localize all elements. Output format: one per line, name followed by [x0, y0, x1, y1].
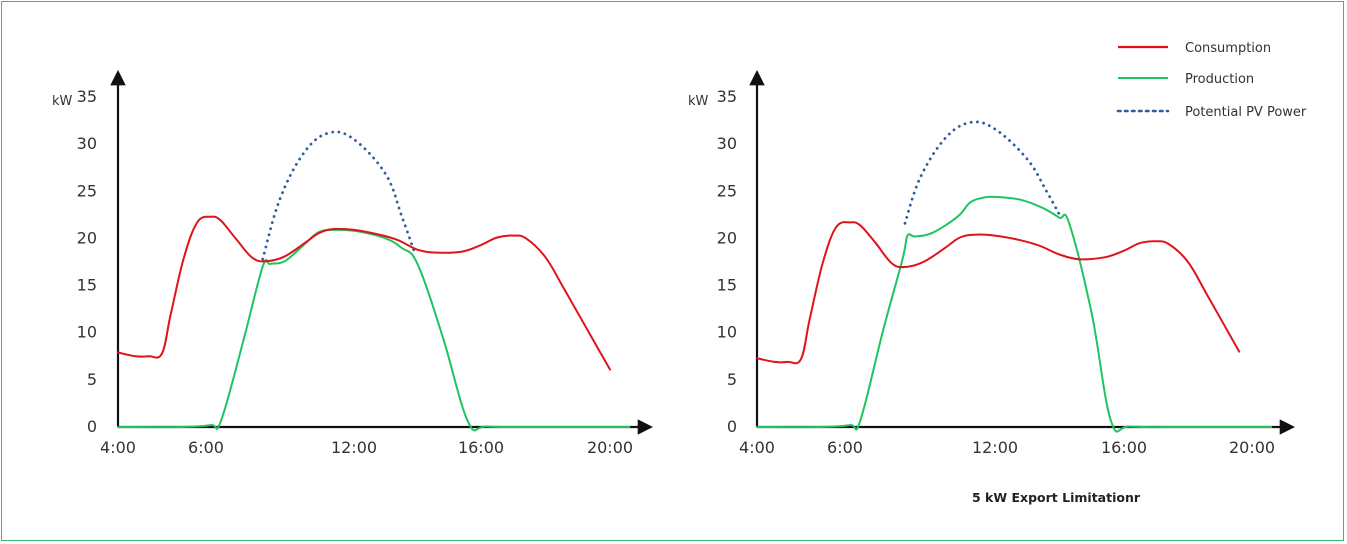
x-tick-label: 20:00: [587, 438, 633, 457]
chart-caption: 5 kW Export Limitationr: [972, 490, 1141, 505]
x-tick-label: 16:00: [458, 438, 504, 457]
x-tick-label: 6:00: [827, 438, 863, 457]
y-tick-label: 30: [717, 134, 737, 153]
x-tick-label: 6:00: [188, 438, 224, 457]
legend-label-potential-pv-power: Potential PV Power: [1185, 105, 1307, 120]
x-tick-label: 12:00: [331, 438, 377, 457]
y-tick-label: 5: [87, 370, 97, 389]
x-tick-label: 4:00: [739, 438, 775, 457]
x-tick-label: 12:00: [972, 438, 1018, 457]
y-tick-label: 35: [77, 87, 97, 106]
y-tick-label: 10: [717, 323, 737, 342]
y-tick-label: 5: [727, 370, 737, 389]
legend-label-consumption: Consumption: [1185, 41, 1271, 56]
chart-right: kW 0 5 10 15 20 25 30 35 4:00 6:00 12:00 16:00 20:00: [688, 69, 1296, 457]
y-tick-label: 15: [717, 276, 737, 295]
series-line-production: [756, 195, 1273, 433]
y-tick-label: 20: [717, 228, 737, 247]
series-line-potential-pv-power: [903, 120, 1061, 225]
series-line-consumption: [756, 221, 1241, 365]
y-tick-label: 20: [77, 228, 97, 247]
series-line-consumption: [117, 215, 611, 371]
series-line-production: [117, 228, 631, 432]
x-tick-label: 4:00: [100, 438, 136, 457]
x-tick-label: 20:00: [1229, 438, 1275, 457]
x-tick-label: 16:00: [1101, 438, 1147, 457]
y-tick-label: 25: [77, 181, 97, 200]
y-tick-label: 35: [717, 87, 737, 106]
legend: Consumption Production Potential PV Powe…: [1116, 41, 1307, 120]
y-axis-unit-label: kW: [688, 94, 709, 109]
y-tick-label: 25: [717, 181, 737, 200]
chart-left: kW 0 5 10 15 20 25 30 35 4:00 6:00 12:00 16:00 20:00: [52, 69, 654, 457]
y-tick-label: 10: [77, 323, 97, 342]
y-axis-unit-label: kW: [52, 94, 73, 109]
y-tick-label: 0: [727, 417, 737, 436]
y-tick-label: 0: [87, 417, 97, 436]
legend-label-production: Production: [1185, 72, 1254, 87]
y-tick-label: 15: [77, 276, 97, 295]
y-tick-label: 30: [77, 134, 97, 153]
